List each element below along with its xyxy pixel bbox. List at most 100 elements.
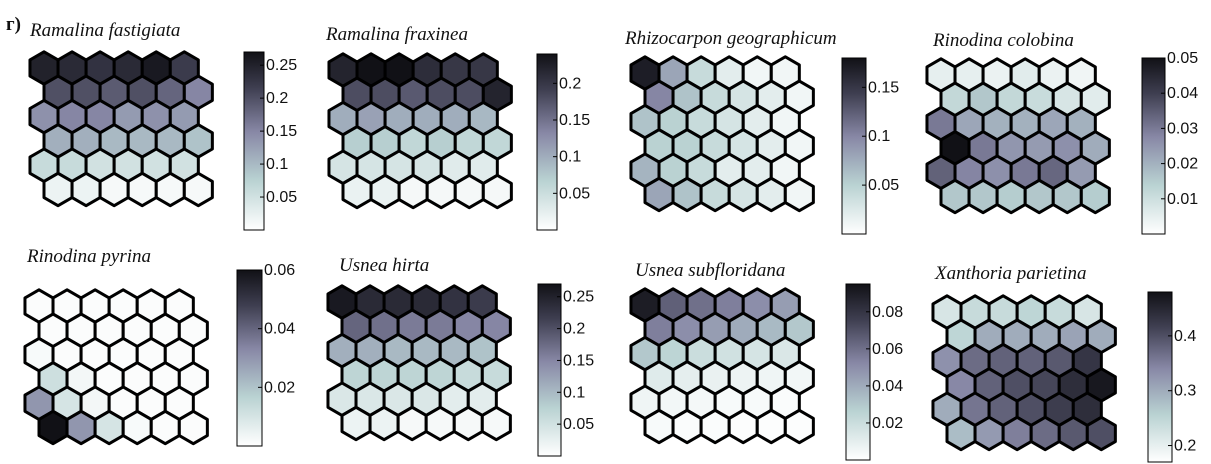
colorbar-tick-label: 0.15 — [559, 112, 590, 129]
panel-label: г) — [6, 14, 21, 35]
component-plane: Xanthoria parietina 0.2 0.3 0.4 — [931, 263, 1196, 463]
hex-cell — [783, 176, 815, 213]
hex-cell — [340, 405, 372, 442]
colorbar — [243, 51, 265, 231]
colorbar — [1141, 57, 1166, 235]
hex-cell — [1023, 178, 1055, 215]
chart-title: Usnea hirta — [339, 255, 429, 276]
hex-cell — [755, 176, 787, 213]
hex-cell — [727, 408, 759, 445]
hex-cell — [967, 178, 999, 215]
colorbar-tick-label: 0.05 — [559, 185, 590, 202]
colorbar-tick-label: 0.3 — [1174, 383, 1196, 400]
colorbar-tick-label: 0.15 — [563, 352, 594, 369]
colorbar-tick-label: 0.05 — [563, 416, 594, 433]
colorbar-tick-label: 0.05 — [266, 189, 297, 206]
colorbar-tick-label: 0.15 — [868, 79, 899, 96]
hex-cell — [182, 171, 214, 208]
colorbar-tick-label: 0.04 — [872, 378, 903, 395]
hex-cell — [945, 415, 977, 452]
hex-cell — [481, 173, 513, 210]
hex-cell — [1057, 415, 1089, 452]
component-plane: Ramalina fraxinea 0.05 0.1 0.15 0.2 — [325, 24, 590, 231]
colorbar-tick-label: 0.25 — [563, 289, 594, 306]
colorbar-tick-label: 0.15 — [266, 123, 297, 140]
hex-cell — [643, 176, 675, 213]
hex-cell — [727, 176, 759, 213]
chart-title: Ramalina fastigiata — [29, 20, 180, 41]
hex-cell — [973, 415, 1005, 452]
colorbar-tick-label: 0.02 — [872, 415, 903, 432]
colorbar-tick-label: 0.1 — [266, 156, 288, 173]
hex-cell — [154, 171, 186, 208]
hex-cell — [671, 408, 703, 445]
colorbar-tick-label: 0.02 — [1167, 156, 1198, 173]
chart-title: Xanthoria parietina — [934, 263, 1086, 284]
hex-cell — [126, 171, 158, 208]
colorbar-tick-label: 0.2 — [266, 90, 288, 107]
hex-cell — [480, 405, 512, 442]
colorbar-tick-label: 0.02 — [264, 379, 295, 396]
hex-cell — [699, 176, 731, 213]
component-plane: Ramalina fastigiata 0.05 0.1 0.15 0.2 0.25 — [28, 20, 297, 231]
chart-title: Rinodina pyrina — [26, 246, 151, 267]
hex-cell — [368, 405, 400, 442]
component-plane: Rhizocarpon geographicum 0.05 0.1 0.15 — [624, 28, 899, 235]
colorbar-tick-label: 0.03 — [1167, 120, 1198, 137]
chart-title: Usnea subfloridana — [635, 260, 785, 281]
chart-title: Rhizocarpon geographicum — [624, 28, 837, 49]
hex-cell — [37, 409, 69, 446]
hex-cell — [453, 173, 485, 210]
colorbar-tick-label: 0.2 — [563, 321, 585, 338]
hex-cell — [1079, 178, 1111, 215]
colorbar-tick-label: 0.2 — [559, 75, 581, 92]
colorbar-tick-label: 0.05 — [1167, 50, 1198, 67]
hex-cell — [939, 178, 971, 215]
colorbar-tick-label: 0.01 — [1167, 191, 1198, 208]
colorbar-tick-label: 0.08 — [872, 304, 903, 321]
colorbar-tick-label: 0.1 — [868, 128, 890, 145]
component-plane: Rinodina colobina 0.01 0.02 0.03 0.04 0.05 — [925, 30, 1198, 235]
colorbar-tick-label: 0.25 — [266, 57, 297, 74]
hex-cell — [452, 405, 484, 442]
hex-cell — [121, 409, 153, 446]
component-plane: Usnea hirta 0.05 0.1 0.15 0.2 0.25 — [326, 255, 594, 457]
hex-cell — [1029, 415, 1061, 452]
hex-cell — [70, 171, 102, 208]
chart-title: Rinodina colobina — [932, 30, 1074, 51]
colorbar-tick-label: 0.05 — [868, 177, 899, 194]
hex-cell — [369, 173, 401, 210]
hex-cell — [699, 408, 731, 445]
colorbar-tick-label: 0.06 — [264, 262, 295, 279]
hex-cell — [42, 171, 74, 208]
component-plane: Rinodina pyrina 0.02 0.04 0.06 — [23, 246, 295, 447]
hex-cell — [424, 405, 456, 442]
hex-cell — [995, 178, 1027, 215]
colorbar — [1147, 291, 1173, 463]
hex-cell — [1085, 415, 1117, 452]
colorbar — [845, 283, 871, 461]
colorbar — [536, 53, 558, 231]
colorbar — [537, 283, 562, 457]
colorbar-tick-label: 0.4 — [1174, 328, 1196, 345]
colorbar-tick-label: 0.1 — [563, 384, 585, 401]
hex-cell — [65, 409, 97, 446]
hex-cell — [98, 171, 130, 208]
hex-cell — [1051, 178, 1083, 215]
colorbar-tick-label: 0.04 — [1167, 85, 1198, 102]
hex-cell — [341, 173, 373, 210]
colorbar-tick-label: 0.04 — [264, 321, 295, 338]
hex-cell — [425, 173, 457, 210]
hex-cell — [93, 409, 125, 446]
chart-title: Ramalina fraxinea — [325, 24, 468, 45]
hex-cell — [643, 408, 675, 445]
colorbar-tick-label: 0.1 — [559, 149, 581, 166]
colorbar-tick-label: 0.06 — [872, 341, 903, 358]
colorbar — [841, 57, 867, 235]
hex-cell — [755, 408, 787, 445]
hex-cell — [783, 408, 815, 445]
hex-cell — [1001, 415, 1033, 452]
hex-cell — [396, 405, 428, 442]
hex-cell — [397, 173, 429, 210]
